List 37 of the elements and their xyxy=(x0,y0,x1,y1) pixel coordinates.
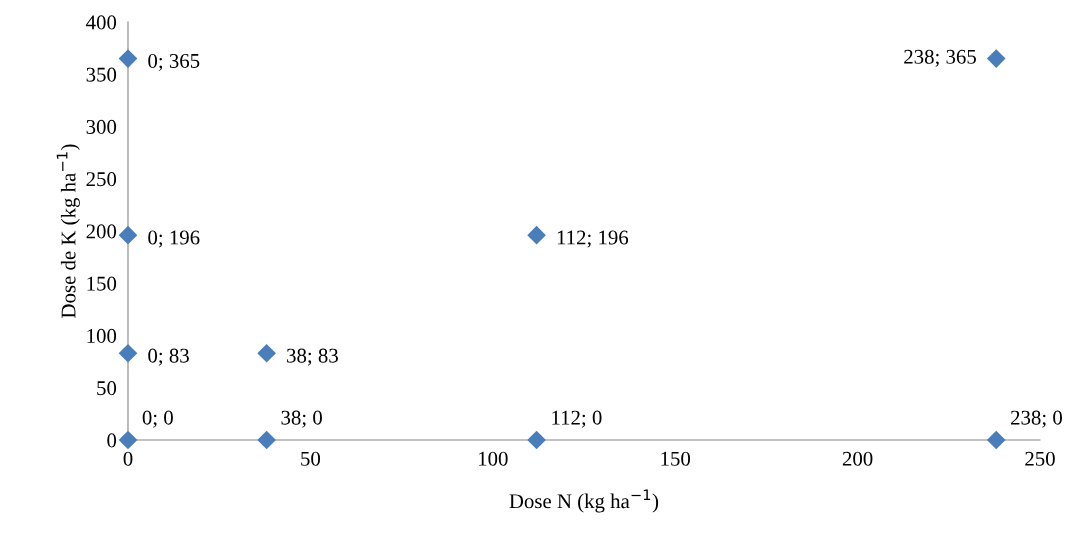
y-tick-label: 200 xyxy=(86,224,117,239)
y-tick-label: 250 xyxy=(86,172,117,187)
point xyxy=(118,49,138,68)
point xyxy=(257,343,276,363)
data-label: 238; 0 xyxy=(1011,410,1062,428)
x-tick-label: 100 xyxy=(479,451,508,466)
data-label: 238; 365 xyxy=(904,49,976,67)
x-tick-label: 200 xyxy=(842,451,873,466)
point xyxy=(527,225,546,245)
x-tick-label: 0 xyxy=(123,451,133,466)
data-label: 0; 365 xyxy=(148,53,200,71)
x-tick-label: 50 xyxy=(301,451,321,466)
point xyxy=(527,430,546,450)
x-axis-title: Dose N (kg ha$^{−1}$) xyxy=(509,489,659,513)
data-label: 112; 0 xyxy=(552,410,602,428)
point xyxy=(986,49,1006,68)
x-tick-label: 150 xyxy=(661,451,691,466)
y-tick-label: 100 xyxy=(87,328,117,343)
data-label: 38; 83 xyxy=(287,348,338,366)
data-label: 0; 0 xyxy=(142,410,173,428)
y-tick-label: 300 xyxy=(86,119,117,134)
data-label: 38; 0 xyxy=(281,410,322,428)
point xyxy=(118,343,138,363)
point xyxy=(986,430,1006,450)
data-label: 0; 196 xyxy=(148,230,200,248)
data-label: 0; 83 xyxy=(148,348,189,366)
y-tick-label: 150 xyxy=(87,276,117,291)
y-axis-title: Dose de K (kg ha$^{−1}$) xyxy=(56,144,80,318)
y-tick-label: 0 xyxy=(107,433,117,448)
point xyxy=(257,430,276,450)
y-tick-label: 400 xyxy=(86,15,117,30)
x-tick-label: 250 xyxy=(1025,451,1055,466)
data-label: 112; 196 xyxy=(557,230,629,248)
y-tick-label: 50 xyxy=(97,381,117,396)
point xyxy=(118,225,138,245)
point xyxy=(118,430,138,450)
y-tick-label: 350 xyxy=(86,67,117,82)
